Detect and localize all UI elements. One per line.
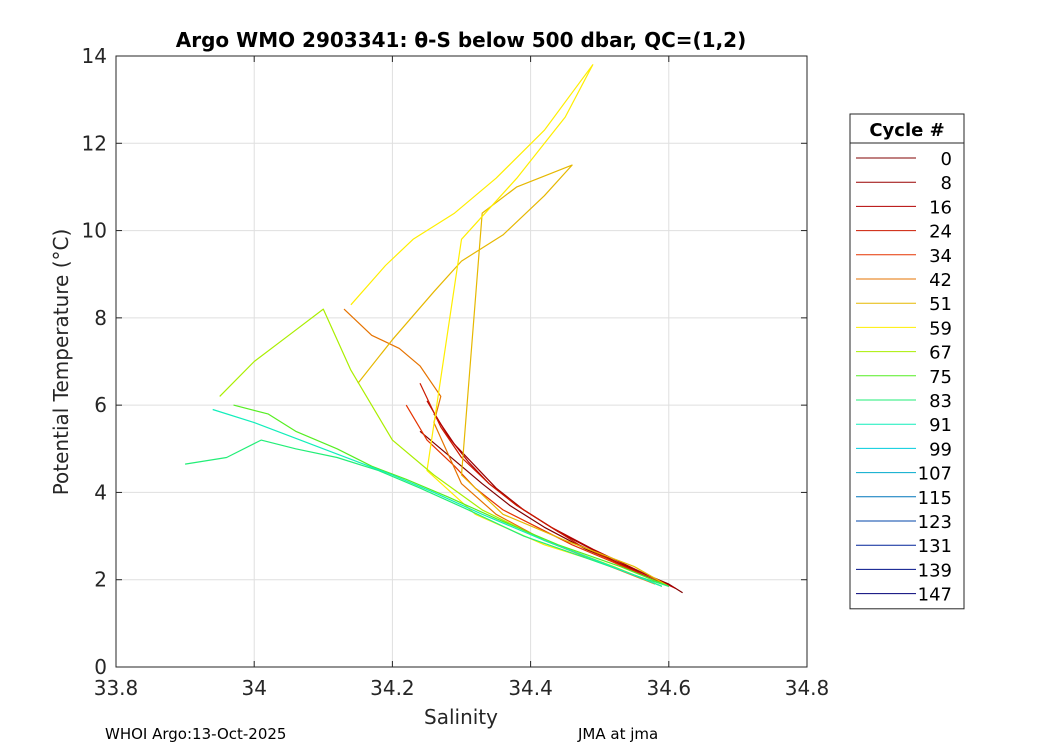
- legend-label: 59: [929, 318, 952, 339]
- legend-label: 139: [918, 560, 952, 581]
- footer-credit: JMA at jma: [578, 725, 659, 743]
- legend-label: 75: [929, 367, 952, 388]
- y-tick-label: 6: [94, 393, 107, 417]
- series-cycle-83: [185, 439, 669, 587]
- axes: 33.8 34 34.2 34.4 34.6 34.8 0 2 4 6 8 10 12 14: [82, 44, 830, 700]
- legend-box: [849, 113, 965, 610]
- legend-title: Cycle #: [869, 120, 944, 141]
- series-cycle-75: [233, 404, 670, 587]
- legend-label: 67: [929, 343, 952, 364]
- legend-label: 91: [929, 415, 952, 436]
- legend-label: 8: [941, 173, 952, 194]
- legend-label: 147: [918, 585, 952, 606]
- legend-label: 16: [929, 197, 952, 218]
- series-cycle-34: [405, 404, 663, 585]
- y-tick-label: 12: [82, 131, 107, 155]
- legend-label: 34: [929, 246, 952, 267]
- chart-title: Argo WMO 2903341: θ-S below 500 dbar, QC…: [176, 28, 746, 52]
- plot-frame: [115, 55, 808, 668]
- legend-label: 42: [929, 270, 952, 291]
- legend-label: 115: [918, 488, 952, 509]
- footer-source: WHOI Argo:13-Oct-2025: [105, 725, 287, 743]
- legend-label: 99: [929, 439, 952, 460]
- y-tick-label: 14: [82, 44, 107, 68]
- x-tick-label: 34: [241, 676, 266, 700]
- x-tick-label: 34.4: [508, 676, 553, 700]
- legend-label: 131: [918, 536, 952, 557]
- legend-label: 0: [941, 149, 952, 170]
- x-tick-label: 34.8: [785, 676, 830, 700]
- y-tick-label: 4: [94, 480, 107, 504]
- legend-label: 107: [918, 464, 952, 485]
- x-axis-label: Salinity: [424, 705, 498, 729]
- legend-label: 51: [929, 294, 952, 315]
- y-tick-label: 8: [94, 306, 107, 330]
- y-tick-label: 0: [94, 655, 107, 679]
- series-layer: [185, 64, 683, 594]
- legend-label: 123: [918, 512, 952, 533]
- legend-label: 24: [929, 222, 952, 243]
- plot-area: [116, 56, 807, 667]
- x-tick-label: 34.2: [370, 676, 415, 700]
- series-cycle-24: [419, 383, 670, 587]
- x-tick-label: 34.6: [647, 676, 692, 700]
- x-tick-label: 33.8: [94, 676, 139, 700]
- legend: Cycle # 0 8 16 24 34 42 51 59 67 75 83 91 99 107 115 123…: [849, 113, 965, 610]
- y-tick-label: 10: [82, 219, 107, 243]
- y-axis-label: Potential Temperature (°C): [49, 229, 73, 496]
- series-cycle-51: [357, 164, 670, 587]
- series-cycle-91: [212, 408, 663, 587]
- y-tick-label: 2: [94, 568, 107, 592]
- legend-label: 83: [929, 391, 952, 412]
